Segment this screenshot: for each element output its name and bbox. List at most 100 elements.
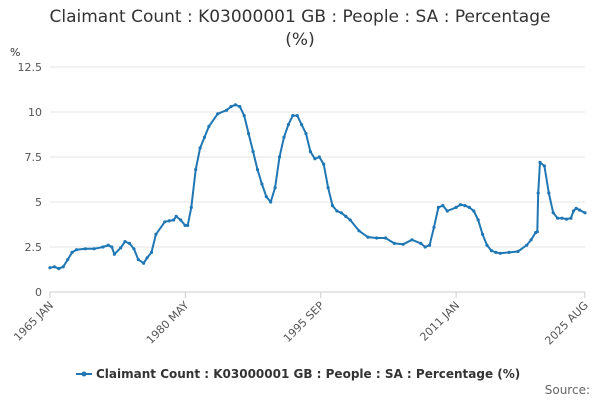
data-point[interactable] (538, 160, 542, 164)
data-point[interactable] (564, 217, 569, 221)
data-point[interactable] (106, 243, 110, 247)
data-point[interactable] (110, 245, 114, 249)
data-point[interactable] (101, 245, 105, 249)
data-point[interactable] (574, 206, 578, 210)
data-point[interactable] (458, 203, 463, 207)
data-point[interactable] (467, 205, 471, 209)
data-point[interactable] (233, 103, 237, 107)
data-point[interactable] (348, 218, 352, 222)
data-point[interactable] (295, 114, 299, 118)
data-point[interactable] (498, 251, 502, 255)
legend[interactable]: Claimant Count : K03000001 GB : People :… (76, 367, 520, 381)
data-point[interactable] (529, 238, 533, 242)
data-point[interactable] (419, 241, 423, 245)
data-point[interactable] (357, 229, 361, 233)
data-point[interactable] (535, 230, 539, 234)
data-point[interactable] (163, 220, 167, 224)
data-point[interactable] (489, 249, 493, 253)
data-point[interactable] (366, 235, 370, 239)
data-point[interactable] (556, 216, 560, 220)
data-point[interactable] (317, 155, 321, 159)
data-point[interactable] (255, 168, 260, 172)
data-point[interactable] (238, 105, 242, 109)
data-point[interactable] (542, 164, 547, 168)
data-point[interactable] (92, 247, 96, 251)
data-point[interactable] (145, 256, 149, 260)
data-point[interactable] (494, 250, 498, 254)
data-point[interactable] (335, 209, 339, 213)
data-point[interactable] (485, 243, 489, 247)
data-point[interactable] (344, 214, 348, 218)
data-point[interactable] (481, 232, 485, 236)
data-point[interactable] (392, 241, 396, 245)
data-point[interactable] (330, 204, 335, 208)
data-point[interactable] (179, 218, 183, 222)
data-point[interactable] (269, 200, 273, 204)
data-point[interactable] (127, 241, 132, 245)
data-point[interactable] (167, 219, 171, 223)
data-point[interactable] (247, 132, 251, 136)
data-point[interactable] (476, 218, 480, 222)
data-point[interactable] (229, 105, 233, 109)
data-point[interactable] (74, 248, 79, 252)
data-point[interactable] (428, 243, 432, 247)
data-point[interactable] (516, 249, 520, 254)
data-point[interactable] (432, 225, 436, 229)
data-point[interactable] (410, 238, 414, 242)
data-point[interactable] (445, 209, 449, 213)
data-point[interactable] (123, 240, 127, 244)
data-point[interactable] (216, 112, 220, 116)
data-point[interactable] (260, 182, 264, 186)
data-point[interactable] (472, 209, 476, 213)
data-point[interactable] (174, 214, 178, 218)
data-point[interactable] (282, 135, 286, 139)
data-point[interactable] (198, 146, 202, 150)
data-point[interactable] (441, 204, 445, 208)
data-point[interactable] (172, 218, 176, 222)
data-point[interactable] (507, 250, 511, 254)
data-point[interactable] (286, 123, 290, 127)
data-point[interactable] (401, 242, 405, 246)
data-point[interactable] (225, 108, 229, 112)
data-point[interactable] (202, 135, 207, 139)
data-point[interactable] (132, 247, 136, 251)
data-point[interactable] (583, 211, 587, 215)
data-point[interactable] (313, 157, 317, 161)
data-point[interactable] (66, 258, 70, 262)
data-point[interactable] (264, 195, 268, 199)
data-point[interactable] (525, 243, 529, 247)
data-point[interactable] (273, 186, 277, 190)
data-point[interactable] (277, 155, 282, 159)
data-point[interactable] (300, 123, 304, 127)
data-point[interactable] (423, 245, 427, 249)
data-point[interactable] (571, 209, 576, 213)
data-point[interactable] (308, 150, 312, 154)
data-point[interactable] (57, 267, 61, 271)
data-point[interactable] (569, 216, 573, 220)
data-point[interactable] (251, 150, 255, 154)
data-point[interactable] (149, 250, 154, 254)
data-point[interactable] (136, 258, 140, 262)
data-point[interactable] (383, 236, 388, 240)
data-point[interactable] (578, 208, 582, 212)
data-point[interactable] (183, 223, 187, 227)
data-point[interactable] (339, 211, 343, 215)
data-point[interactable] (463, 204, 467, 208)
data-point[interactable] (83, 247, 87, 251)
data-point[interactable] (242, 114, 246, 118)
data-point[interactable] (536, 191, 540, 195)
data-point[interactable] (454, 205, 458, 209)
data-point[interactable] (291, 114, 295, 118)
data-point[interactable] (375, 236, 379, 240)
data-point[interactable] (52, 265, 57, 269)
data-point[interactable] (322, 162, 326, 166)
data-point[interactable] (436, 205, 440, 209)
data-point[interactable] (207, 124, 211, 128)
data-point[interactable] (48, 266, 52, 270)
data-point[interactable] (119, 246, 123, 250)
data-point[interactable] (551, 211, 555, 215)
data-point[interactable] (70, 250, 74, 254)
data-point[interactable] (186, 223, 190, 227)
data-point[interactable] (61, 265, 65, 269)
data-point[interactable] (142, 261, 146, 265)
